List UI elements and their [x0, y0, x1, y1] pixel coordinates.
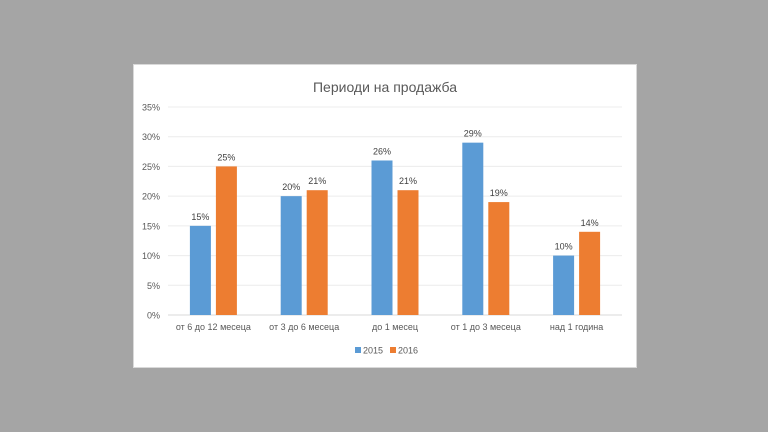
data-label: 21%: [308, 176, 326, 186]
data-label: 21%: [399, 176, 417, 186]
bar-2016: [397, 190, 419, 315]
data-label: 26%: [373, 146, 391, 156]
legend-label: 2016: [398, 346, 418, 356]
x-tick-label: от 3 до 6 месеца: [269, 322, 339, 332]
x-tick-label: от 1 до 3 месеца: [451, 322, 521, 332]
data-label: 29%: [464, 129, 482, 139]
legend-swatch-2016: [390, 347, 396, 353]
bar-2015: [189, 225, 211, 315]
data-label: 19%: [490, 188, 508, 198]
data-label: 15%: [191, 212, 209, 222]
bar-2016: [215, 166, 237, 315]
y-tick-label: 0%: [147, 311, 160, 321]
x-tick-label: от 6 до 12 месеца: [176, 322, 251, 332]
bar-2015: [462, 142, 484, 315]
y-tick-label: 20%: [142, 192, 160, 202]
x-tick-label: до 1 месец: [372, 322, 418, 332]
bar-2015: [371, 160, 393, 315]
bar-2015: [280, 196, 302, 315]
chart-title: Периоди на продажба: [313, 79, 457, 95]
bar-2016: [306, 190, 328, 315]
bar-2015: [553, 255, 575, 315]
y-tick-label: 35%: [142, 103, 160, 113]
y-tick-label: 15%: [142, 221, 160, 231]
y-tick-label: 10%: [142, 251, 160, 261]
y-tick-label: 5%: [147, 281, 160, 291]
bar-2016: [579, 231, 601, 315]
data-label: 20%: [282, 182, 300, 192]
data-label: 25%: [217, 152, 235, 162]
x-tick-label: над 1 година: [550, 322, 603, 332]
y-tick-label: 30%: [142, 132, 160, 142]
bar-2016: [488, 202, 510, 315]
y-tick-label: 25%: [142, 162, 160, 172]
data-label: 14%: [581, 218, 599, 228]
data-label: 10%: [555, 242, 573, 252]
legend-label: 2015: [363, 346, 383, 356]
legend-swatch-2015: [355, 347, 361, 353]
